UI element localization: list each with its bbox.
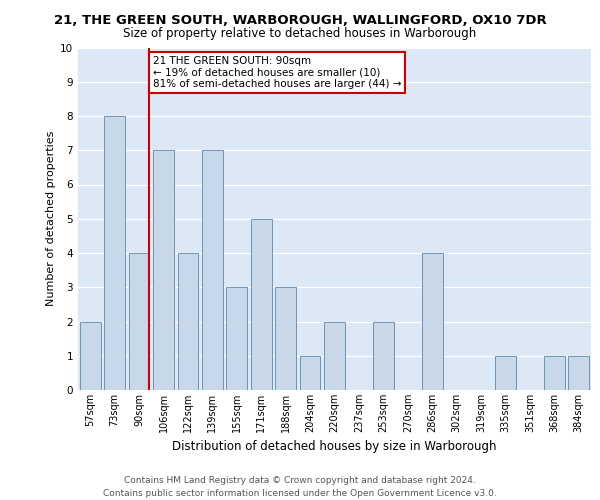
- Y-axis label: Number of detached properties: Number of detached properties: [46, 131, 56, 306]
- Bar: [324, 322, 345, 390]
- X-axis label: Distribution of detached houses by size in Warborough: Distribution of detached houses by size …: [172, 440, 497, 454]
- Bar: [251, 219, 272, 390]
- Bar: [544, 356, 565, 390]
- Bar: [299, 356, 320, 390]
- Bar: [422, 253, 443, 390]
- Bar: [568, 356, 589, 390]
- Bar: [153, 150, 174, 390]
- Bar: [128, 253, 149, 390]
- Text: 21 THE GREEN SOUTH: 90sqm
← 19% of detached houses are smaller (10)
81% of semi-: 21 THE GREEN SOUTH: 90sqm ← 19% of detac…: [153, 56, 401, 90]
- Bar: [80, 322, 101, 390]
- Bar: [373, 322, 394, 390]
- Bar: [178, 253, 199, 390]
- Bar: [202, 150, 223, 390]
- Bar: [104, 116, 125, 390]
- Bar: [495, 356, 516, 390]
- Text: Size of property relative to detached houses in Warborough: Size of property relative to detached ho…: [124, 28, 476, 40]
- Bar: [275, 287, 296, 390]
- Text: 21, THE GREEN SOUTH, WARBOROUGH, WALLINGFORD, OX10 7DR: 21, THE GREEN SOUTH, WARBOROUGH, WALLING…: [53, 14, 547, 27]
- Bar: [226, 287, 247, 390]
- Text: Contains HM Land Registry data © Crown copyright and database right 2024.
Contai: Contains HM Land Registry data © Crown c…: [103, 476, 497, 498]
